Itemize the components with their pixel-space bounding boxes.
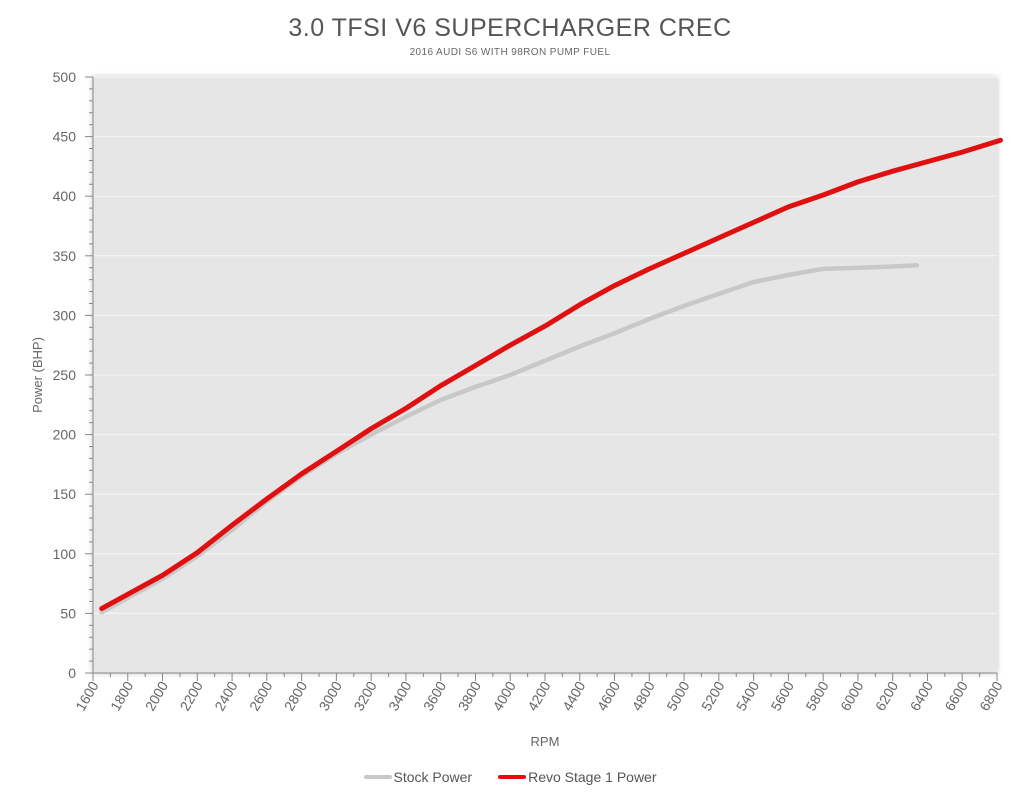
x-tick-label: 4800 bbox=[628, 678, 658, 713]
chart-title: 3.0 TFSI V6 SUPERCHARGER CREC bbox=[288, 14, 732, 42]
chart-legend: Stock Power Revo Stage 1 Power bbox=[0, 769, 1020, 785]
y-tick-label: 300 bbox=[53, 307, 77, 323]
series-line-revo-stage-1-power[interactable] bbox=[99, 137, 1003, 612]
y-tick-label: 150 bbox=[53, 486, 77, 502]
chart-subtitle: 2016 AUDI S6 WITH 98RON PUMP FUEL bbox=[409, 47, 611, 58]
x-tick-label: 1800 bbox=[107, 678, 137, 713]
y-tick-label: 350 bbox=[53, 248, 77, 264]
series-lines bbox=[99, 137, 1003, 615]
gridlines bbox=[93, 76, 997, 614]
legend-label-revo: Revo Stage 1 Power bbox=[528, 769, 657, 785]
x-tick-label: 2000 bbox=[142, 678, 172, 713]
x-tick-label: 3200 bbox=[350, 678, 380, 713]
x-axis-title: RPM bbox=[531, 734, 560, 749]
x-tick-label: 2800 bbox=[281, 678, 311, 713]
legend-item-revo[interactable]: Revo Stage 1 Power bbox=[498, 769, 657, 785]
x-tick-label: 2400 bbox=[211, 678, 241, 713]
x-tick-label: 6600 bbox=[941, 678, 971, 713]
x-tick-label: 6200 bbox=[872, 678, 902, 713]
legend-label-stock: Stock Power bbox=[393, 769, 473, 785]
x-tick-label: 5000 bbox=[663, 678, 693, 713]
x-tick-label: 6800 bbox=[976, 678, 1006, 713]
x-tick-label: 3600 bbox=[420, 678, 450, 713]
x-tick-label: 5800 bbox=[802, 678, 832, 713]
legend-swatch-revo bbox=[498, 775, 527, 779]
x-tick-label: 2200 bbox=[176, 678, 206, 713]
y-tick-label: 500 bbox=[53, 69, 77, 85]
x-tick-label: 3400 bbox=[385, 678, 415, 713]
legend-swatch-stock bbox=[363, 775, 392, 779]
y-tick-label: 0 bbox=[68, 665, 76, 681]
x-tick-label: 5400 bbox=[733, 678, 763, 713]
x-tick-label: 4200 bbox=[524, 678, 554, 713]
x-tick-label: 1600 bbox=[72, 678, 102, 713]
y-tick-label: 200 bbox=[53, 427, 77, 443]
y-tick-label: 100 bbox=[53, 546, 77, 562]
x-tick-label: 3000 bbox=[316, 678, 346, 713]
x-tick-label: 4400 bbox=[559, 678, 589, 713]
y-axis-title: Power (BHP) bbox=[30, 337, 45, 413]
legend-item-stock[interactable]: Stock Power bbox=[363, 769, 473, 785]
y-tick-label: 250 bbox=[53, 367, 77, 383]
x-tick-label: 2600 bbox=[246, 678, 276, 713]
x-tick-label: 3800 bbox=[455, 678, 485, 713]
y-tick-label: 50 bbox=[60, 605, 76, 621]
x-tick-label: 6400 bbox=[907, 678, 937, 713]
x-tick-label: 5600 bbox=[768, 678, 798, 713]
x-tick-label: 4000 bbox=[489, 678, 519, 713]
y-tick-label: 400 bbox=[53, 188, 77, 204]
y-tick-label: 450 bbox=[53, 129, 77, 145]
x-tick-label: 4600 bbox=[594, 678, 624, 713]
x-tick-label: 5200 bbox=[698, 678, 728, 713]
series-line-stock-power[interactable] bbox=[99, 263, 920, 615]
x-tick-label: 6000 bbox=[837, 678, 867, 713]
